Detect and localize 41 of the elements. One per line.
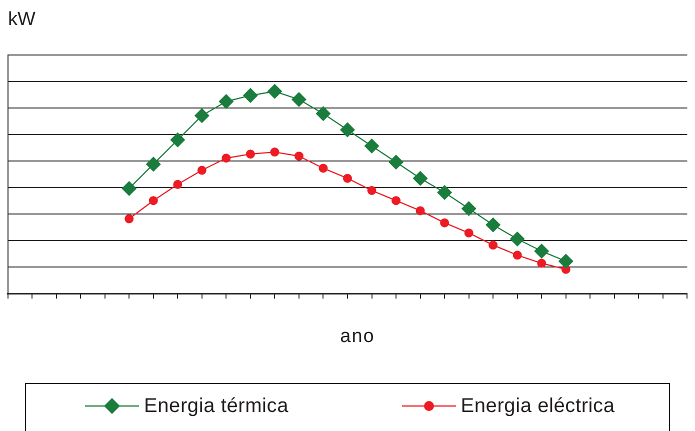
point <box>267 84 282 99</box>
point <box>510 232 525 246</box>
point <box>392 196 401 206</box>
point <box>243 88 258 103</box>
point <box>462 201 476 216</box>
point <box>364 138 380 154</box>
x-axis-title: ano <box>339 326 376 347</box>
point <box>537 258 546 268</box>
point <box>534 244 549 258</box>
legend-label: Energia térmica <box>144 394 289 418</box>
point <box>148 196 158 206</box>
point <box>416 206 425 216</box>
point <box>170 132 185 148</box>
point <box>294 152 304 161</box>
point <box>367 186 376 195</box>
point <box>316 106 331 121</box>
point <box>437 185 452 200</box>
point <box>146 156 161 172</box>
point <box>318 164 328 173</box>
point <box>197 166 206 175</box>
point <box>488 240 498 250</box>
point <box>343 174 352 183</box>
point <box>512 250 522 260</box>
point <box>464 228 474 238</box>
y-axis-title: kW <box>8 9 36 30</box>
point <box>558 254 574 269</box>
point <box>412 171 428 186</box>
point <box>194 108 210 123</box>
point <box>440 218 450 228</box>
point <box>270 148 280 157</box>
point <box>340 122 355 138</box>
point <box>388 154 404 170</box>
point <box>292 92 306 107</box>
point <box>246 150 255 159</box>
point <box>122 181 136 196</box>
point <box>222 154 231 163</box>
point <box>486 218 500 232</box>
point <box>173 180 182 189</box>
legend-label: Energia eléctrica <box>460 394 615 418</box>
point <box>124 214 134 224</box>
point <box>218 94 234 109</box>
